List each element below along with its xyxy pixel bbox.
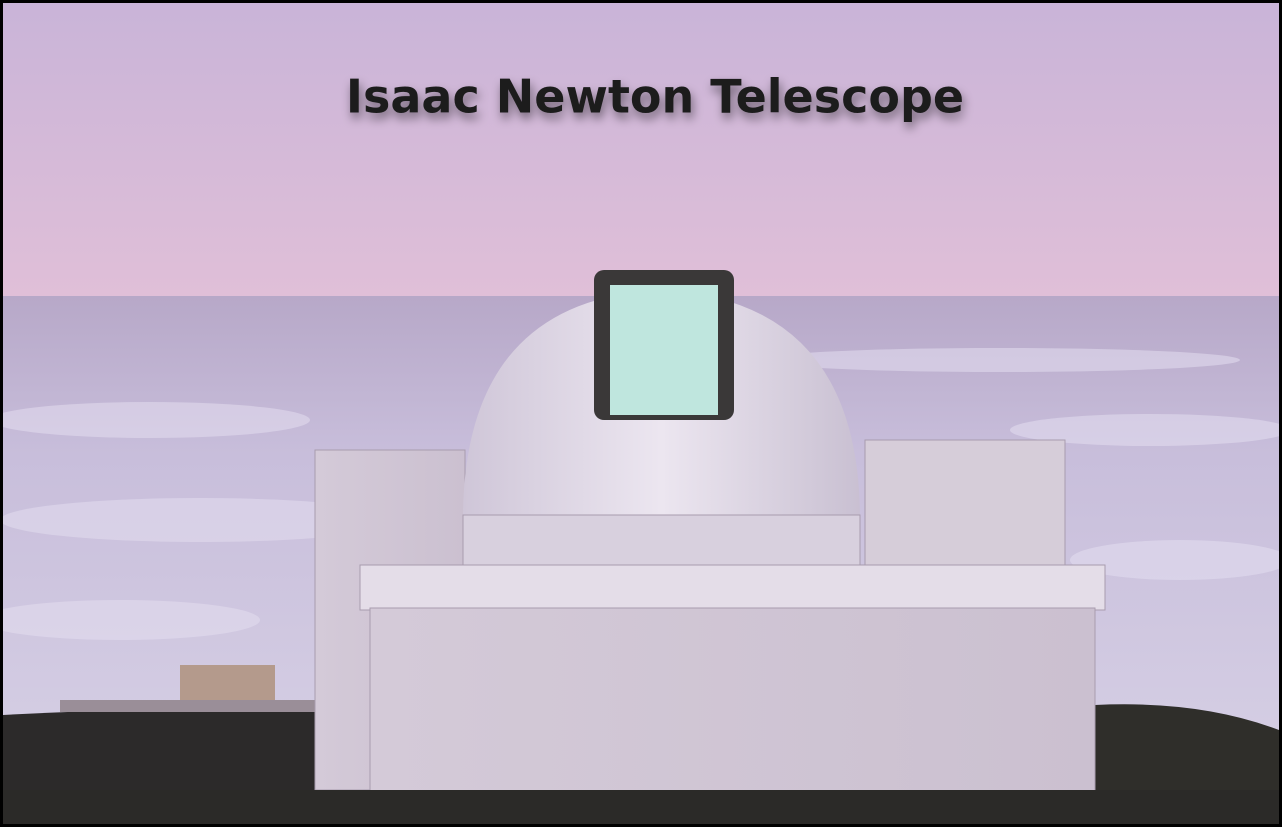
hut: [180, 665, 275, 705]
walkway: [60, 700, 320, 712]
foreground: [3, 790, 1279, 824]
dome-slit: [610, 285, 718, 415]
title: Isaac Newton Telescope: [346, 70, 964, 124]
roof: [359, 564, 1106, 611]
cloud-texture: [0, 348, 1282, 640]
side-annex: [864, 439, 1066, 571]
main-building: [369, 607, 1096, 799]
